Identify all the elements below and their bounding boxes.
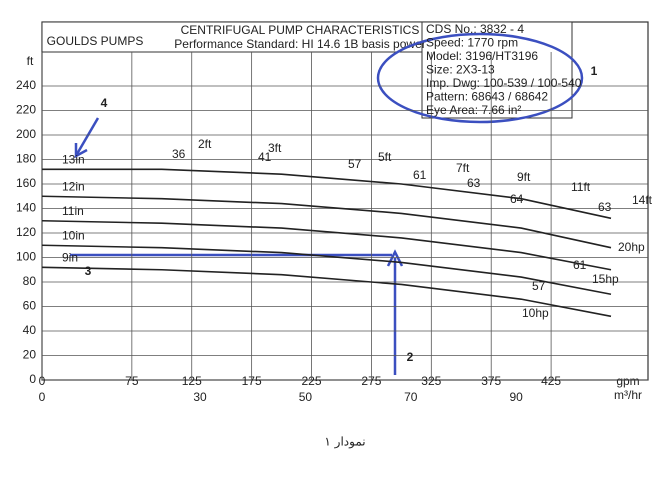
npsh-label: 7ft bbox=[456, 161, 470, 175]
efficiency-label: 61 bbox=[413, 168, 427, 182]
marker-number: 4 bbox=[101, 96, 108, 110]
x-axis-label: gpm bbox=[616, 374, 639, 388]
x2-tick-label: 70 bbox=[404, 390, 418, 404]
x-tick-label: 325 bbox=[421, 374, 441, 388]
x-tick-label: 125 bbox=[182, 374, 202, 388]
y-tick-label: 0 bbox=[29, 372, 36, 386]
x-tick-label: 0 bbox=[39, 374, 46, 388]
npsh-label: 9ft bbox=[517, 170, 531, 184]
x-tick-label: 275 bbox=[361, 374, 381, 388]
info-line: Imp. Dwg: 100-539 / 100-540 bbox=[426, 76, 582, 90]
y-tick-label: 60 bbox=[23, 299, 37, 313]
efficiency-label: 41 bbox=[258, 150, 272, 164]
y-tick-label: 140 bbox=[16, 201, 36, 215]
arrow-head bbox=[74, 143, 88, 159]
efficiency-label: 64 bbox=[510, 192, 524, 206]
x2-tick-label: 30 bbox=[193, 390, 207, 404]
power-label: 15hp bbox=[592, 272, 619, 286]
y-tick-label: 180 bbox=[16, 152, 36, 166]
info-line: CDS No.: 3832 - 4 bbox=[426, 22, 524, 36]
npsh-label: 11ft bbox=[571, 180, 591, 194]
efficiency-label: 61 bbox=[573, 258, 587, 272]
y-axis-label: ft bbox=[27, 54, 34, 68]
x2-axis-label: m³/hr bbox=[614, 388, 642, 402]
x2-tick-label: 50 bbox=[299, 390, 313, 404]
arrow-line bbox=[75, 117, 100, 155]
x-tick-label: 75 bbox=[125, 374, 139, 388]
x-tick-label: 225 bbox=[302, 374, 322, 388]
npsh-label: 3ft bbox=[268, 141, 282, 155]
legend-label: 11in bbox=[62, 204, 84, 218]
efficiency-label: 63 bbox=[598, 200, 612, 214]
y-tick-label: 220 bbox=[16, 103, 36, 117]
power-label: 20hp bbox=[618, 240, 645, 254]
legend-label: 13in bbox=[62, 152, 85, 166]
marker-number: 1 bbox=[591, 64, 598, 78]
x2-tick-label: 90 bbox=[509, 390, 523, 404]
npsh-label: 5ft bbox=[378, 150, 392, 164]
efficiency-label: 63 bbox=[467, 176, 481, 190]
npsh-label: 14ft bbox=[632, 193, 652, 207]
info-line: Speed: 1770 rpm bbox=[426, 36, 518, 50]
brand: GOULDS PUMPS bbox=[47, 34, 144, 48]
y-tick-label: 100 bbox=[16, 250, 36, 264]
x-tick-label: 425 bbox=[541, 374, 561, 388]
efficiency-label: 57 bbox=[532, 279, 546, 293]
info-box bbox=[421, 21, 573, 119]
legend-label: 9in bbox=[62, 250, 78, 264]
efficiency-label: 57 bbox=[348, 157, 362, 171]
info-line: Model: 3196/HT3196 bbox=[426, 49, 538, 63]
x-tick-label: 375 bbox=[481, 374, 501, 388]
y-tick-label: 240 bbox=[16, 78, 36, 92]
legend-label: 10in bbox=[62, 228, 85, 242]
y-tick-label: 200 bbox=[16, 127, 36, 141]
info-line: Size: 2X3-13 bbox=[426, 63, 495, 77]
header-box bbox=[41, 21, 423, 53]
impeller-curve bbox=[41, 195, 612, 249]
npsh-label: 2ft bbox=[198, 137, 212, 151]
efficiency-label: 36 bbox=[172, 147, 186, 161]
chart-subtitle: Performance Standard: HI 14.6 1B basis p… bbox=[174, 37, 425, 51]
legend-label: 12in bbox=[62, 179, 85, 193]
chart-title: CENTRIFUGAL PUMP CHARACTERISTICS bbox=[181, 23, 420, 37]
marker-number: 2 bbox=[407, 350, 414, 364]
y-tick-label: 80 bbox=[23, 274, 37, 288]
y-tick-label: 20 bbox=[23, 348, 37, 362]
x2-tick-label: 0 bbox=[39, 390, 46, 404]
impeller-curve bbox=[41, 244, 612, 296]
x-tick-label: 175 bbox=[242, 374, 262, 388]
impeller-curve bbox=[41, 219, 612, 271]
impeller-curve bbox=[42, 168, 612, 220]
power-label: 10hp bbox=[522, 306, 549, 320]
impeller-curve bbox=[41, 266, 612, 318]
highlight-ellipse bbox=[376, 32, 584, 124]
marker-number: 3 bbox=[85, 264, 92, 278]
caption: نمودار ۱ bbox=[324, 435, 365, 449]
y-tick-label: 120 bbox=[16, 225, 36, 239]
info-line: Pattern: 68643 / 68642 bbox=[426, 90, 548, 104]
y-tick-label: 40 bbox=[23, 323, 37, 337]
y-tick-label: 160 bbox=[16, 176, 36, 190]
info-line: Eye Area: 7.66 in² bbox=[426, 103, 521, 117]
